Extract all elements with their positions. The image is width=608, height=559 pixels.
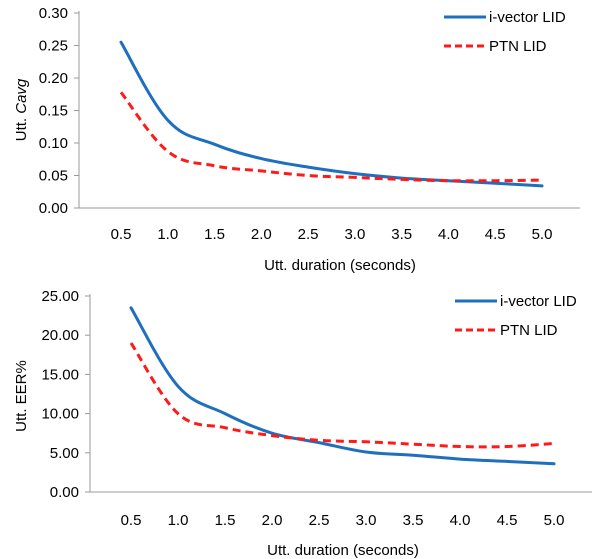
y-tick-label: 0.30: [39, 5, 68, 22]
y-tick-label: 25.00: [41, 288, 79, 305]
x-tick-label: 5.0: [532, 226, 553, 243]
x-tick-label: 1.5: [215, 512, 236, 529]
x-tick-label: 2.5: [298, 226, 319, 243]
y-tick-label: 0.20: [39, 70, 68, 87]
y-axis-title: Utt. Cavg: [13, 78, 30, 141]
series-line-ivector: [119, 40, 544, 188]
x-tick-label: 3.5: [391, 226, 412, 243]
x-tick-label: 1.5: [204, 226, 225, 243]
y-tick-label: 0.10: [39, 135, 68, 152]
y-tick-label: 15.00: [41, 366, 79, 383]
x-tick-label: 1.0: [168, 512, 189, 529]
x-tick-label: 0.5: [121, 512, 142, 529]
y-tick-label: 0.00: [39, 200, 68, 217]
x-tick-label: 4.0: [438, 226, 459, 243]
legend-label-ptn: PTN LID: [489, 38, 547, 55]
y-axis-title-text: Utt.: [13, 114, 30, 142]
x-tick-label: 4.5: [497, 512, 518, 529]
y-tick-label: 0.25: [39, 38, 68, 55]
series-line-ptn: [119, 91, 543, 183]
eer-line-chart: 0.00 5.00 10.00 15.00 20.00 25.00 0.5 1.0 1.5 2.0…: [13, 288, 592, 559]
y-tick-label: 0.15: [39, 103, 68, 120]
x-tick-label: 4.5: [485, 226, 506, 243]
y-axis-title-text: Utt. EER%: [13, 360, 30, 432]
x-tick-label: 2.5: [309, 512, 330, 529]
y-axis-title: Utt. EER%: [13, 360, 30, 432]
y-tick-label: 20.00: [41, 327, 79, 344]
x-tick-label: 3.0: [356, 512, 377, 529]
x-tick-label: 0.5: [111, 226, 132, 243]
x-tick-label: 4.0: [450, 512, 471, 529]
x-tick-label: 2.0: [251, 226, 272, 243]
series-line-ptn: [129, 342, 555, 449]
y-axis-title-italic: Cavg: [13, 78, 30, 114]
legend-label-ivector: i-vector LID: [500, 293, 577, 310]
y-tick-label: 0.00: [50, 484, 79, 501]
x-tick-label: 5.0: [544, 512, 565, 529]
x-tick-label: 1.0: [157, 226, 178, 243]
x-tick-label: 3.5: [403, 512, 424, 529]
x-axis-title: Utt. duration (seconds): [264, 257, 416, 274]
cavg-line-chart: 0.00 0.05 0.10 0.15 0.20 0.25 0.30 0.5 1.0 1.5 2.0…: [13, 5, 580, 274]
x-tick-label: 3.0: [344, 226, 365, 243]
legend-label-ivector: i-vector LID: [489, 9, 566, 26]
x-axis-title: Utt. duration (seconds): [267, 542, 419, 559]
y-tick-label: 5.00: [50, 445, 79, 462]
series-line-ivector: [129, 306, 556, 466]
y-tick-label: 0.05: [39, 168, 68, 185]
legend-label-ptn: PTN LID: [500, 322, 558, 339]
x-tick-label: 2.0: [262, 512, 283, 529]
y-tick-label: 10.00: [41, 406, 79, 423]
